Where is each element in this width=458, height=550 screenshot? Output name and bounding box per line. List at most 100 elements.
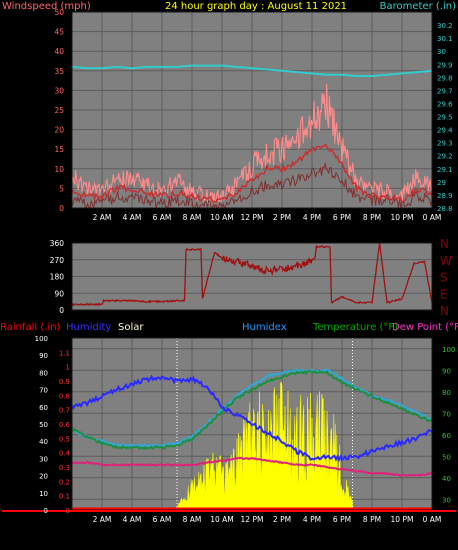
wind-direction-line xyxy=(71,242,433,307)
legend-label: Dew Point (°F xyxy=(392,322,458,333)
climate-panel-x-tick-label: 10 PM xyxy=(391,515,414,524)
barometer-y-tick-label: 30.1 xyxy=(437,35,453,43)
barometer-y-tick-label: 28.8 xyxy=(437,205,453,213)
compass-letter: N xyxy=(440,304,449,318)
climate-panel-x-tick-label: 0 AM xyxy=(423,515,442,524)
wind-panel-x-tick-label: 8 AM xyxy=(183,213,202,222)
humidity-y-tick-label: 0 xyxy=(44,507,48,515)
barometer-y-tick-label: 29.3 xyxy=(437,140,453,148)
rainfall-y-tick-label: 0.6 xyxy=(59,421,71,429)
direction-y-tick-label: 360 xyxy=(50,239,65,248)
rainfall-y-tick-label: 0.9 xyxy=(59,378,70,386)
dew-point-line xyxy=(71,456,433,478)
humidity-y-tick-label: 60 xyxy=(39,404,48,412)
humidity-line xyxy=(71,374,433,463)
climate-panel-x-tick-label: 2 PM xyxy=(273,515,291,524)
barometer-y-tick-label: 29.7 xyxy=(437,87,453,95)
climate-panel-x-tick-label: 6 PM xyxy=(333,515,351,524)
wind-panel-x-tick-label: 2 PM xyxy=(273,213,291,222)
rainfall-y-tick-label: 0.5 xyxy=(59,435,70,443)
wind-low-line xyxy=(71,161,433,210)
barometer-y-tick-label: 29.5 xyxy=(437,114,453,122)
rainfall-y-tick-label: 1 xyxy=(66,364,70,372)
rainfall-y-tick-label: 0.7 xyxy=(59,407,70,415)
humidity-y-tick-label: 50 xyxy=(39,421,48,429)
humidity-y-tick-label: 80 xyxy=(39,369,48,377)
direction-panel-frame xyxy=(71,242,433,311)
legend-label: Rainfall (.in) xyxy=(0,322,61,333)
direction-y-tick-label: 90 xyxy=(54,289,64,298)
legend-label: Solar xyxy=(118,322,144,333)
climate-panel-x-tick-label: 4 AM xyxy=(123,515,142,524)
humidity-y-tick-label: 70 xyxy=(39,387,48,395)
humidity-y-tick-label: 20 xyxy=(39,473,48,481)
temperature-y-tick-label: 60 xyxy=(442,432,451,440)
barometer-y-tick-label: 29.9 xyxy=(437,61,453,69)
climate-panel-x-tick-label: 2 AM xyxy=(93,515,112,524)
direction-y-tick-label: 180 xyxy=(50,273,65,282)
wind-y-tick-label: 40 xyxy=(54,47,64,56)
climate-panel-x-tick-label: 10 AM xyxy=(210,515,234,524)
legend-label: Humidex xyxy=(242,322,287,333)
rainfall-y-tick-label: 1.1 xyxy=(59,349,70,357)
wind-y-tick-label: 0 xyxy=(59,204,64,213)
compass-letter: E xyxy=(440,287,448,301)
barometer-y-tick-label: 29.2 xyxy=(437,153,453,161)
barometer-y-tick-label: 28.9 xyxy=(437,192,453,200)
direction-y-tick-label: 270 xyxy=(50,256,65,265)
rainfall-y-tick-label: 0.1 xyxy=(59,493,70,501)
humidity-y-tick-label: 40 xyxy=(39,438,48,446)
barometer-y-tick-label: 29.1 xyxy=(437,166,453,174)
wind-y-tick-label: 35 xyxy=(54,67,64,76)
barometer-y-tick-label: 30 xyxy=(437,48,446,56)
wind-panel-x-tick-label: 2 AM xyxy=(93,213,112,222)
wind-panel-x-tick-label: 8 PM xyxy=(363,213,381,222)
barometer-y-tick-label: 30.2 xyxy=(437,22,453,30)
direction-y-tick-label: 0 xyxy=(59,306,64,315)
wind-panel-x-tick-label: 6 AM xyxy=(153,213,172,222)
humidity-y-tick-label: 10 xyxy=(39,490,48,498)
climate-panel-x-tick-label: 6 AM xyxy=(153,515,172,524)
barometer-y-tick-label: 29 xyxy=(437,179,446,187)
wind-panel-x-tick-label: 4 AM xyxy=(123,213,142,222)
wind-y-tick-label: 50 xyxy=(54,8,64,17)
compass-letter: N xyxy=(440,237,449,251)
barometer-line xyxy=(71,64,433,77)
solar-area xyxy=(176,381,353,511)
rainfall-y-tick-label: 0 xyxy=(66,507,70,515)
wind-y-tick-label: 45 xyxy=(54,28,64,37)
wind-y-tick-label: 20 xyxy=(54,126,64,135)
humidity-y-tick-label: 90 xyxy=(39,352,48,360)
wind-y-tick-label: 30 xyxy=(54,86,64,95)
temperature-y-tick-label: 80 xyxy=(442,389,451,397)
humidity-y-tick-label: 100 xyxy=(35,335,48,343)
legend-label: Temperature (°F) xyxy=(312,322,398,333)
climate-panel-x-tick-label: 8 PM xyxy=(363,515,381,524)
wind-panel-x-tick-label: 10 PM xyxy=(391,213,414,222)
rainfall-y-tick-label: 0.2 xyxy=(59,478,70,486)
climate-panel-x-tick-label: 8 AM xyxy=(183,515,202,524)
wind-y-tick-label: 10 xyxy=(54,165,64,174)
rainfall-y-tick-label: 0.8 xyxy=(59,392,70,400)
temperature-y-tick-label: 30 xyxy=(442,496,451,504)
climate-panel-x-tick-label: 12 PM xyxy=(241,515,264,524)
barometer-y-tick-label: 29.8 xyxy=(437,74,453,82)
wind-panel-x-tick-label: 10 AM xyxy=(210,213,234,222)
windspeed-axis-title: Windspeed (mph) xyxy=(2,1,91,12)
temperature-y-tick-label: 70 xyxy=(442,410,451,418)
barometer-axis-title: Barometer (.in) xyxy=(380,1,456,12)
wind-panel-frame xyxy=(71,11,433,209)
wind-panel-x-tick-label: 6 PM xyxy=(333,213,351,222)
temperature-y-tick-label: 40 xyxy=(442,475,451,483)
compass-letter: S xyxy=(440,271,448,285)
temperature-y-tick-label: 50 xyxy=(442,453,451,461)
climate-panel-x-tick-label: 4 PM xyxy=(303,515,321,524)
wind-avg-line xyxy=(71,143,433,204)
barometer-y-tick-label: 29.6 xyxy=(437,100,453,108)
rainfall-y-tick-label: 0.3 xyxy=(59,464,70,472)
wind-panel-x-tick-label: 4 PM xyxy=(303,213,321,222)
wind-y-tick-label: 15 xyxy=(54,145,64,154)
wind-y-tick-label: 5 xyxy=(59,184,64,193)
